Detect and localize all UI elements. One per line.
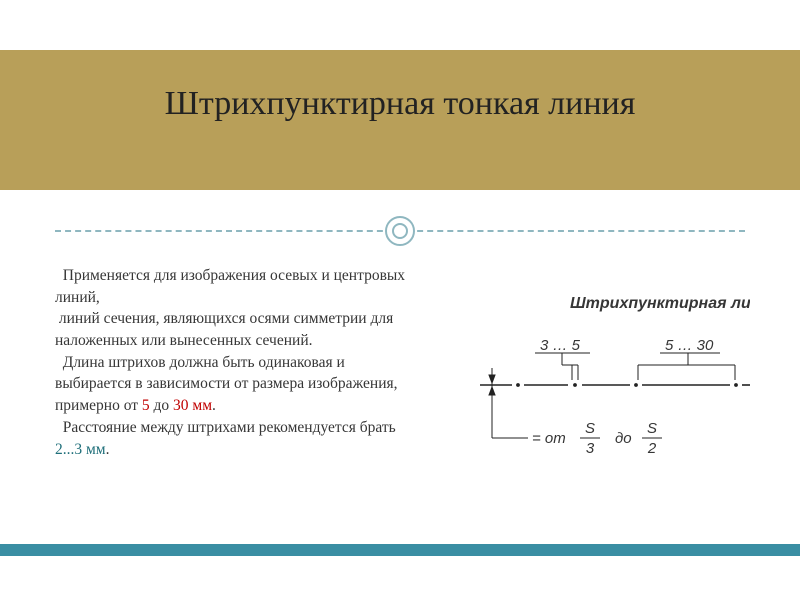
paragraph-4: Расстояние между штрихами рекомендуется … — [55, 417, 425, 460]
p3a-text: Длина штрихов должна быть одинаковая и в… — [55, 354, 398, 414]
p3-val2: 30 мм — [173, 397, 212, 414]
dim-label-2: 5 … 30 — [665, 337, 714, 354]
slide: Штрихпунктирная тонкая линия Применяется… — [0, 0, 800, 600]
formula-prefix: = от — [532, 430, 566, 447]
p4b-text: . — [106, 441, 110, 458]
paragraph-2: линий сечения, являющихся осями симметри… — [55, 308, 425, 351]
paragraph-3: Длина штрихов должна быть одинаковая и в… — [55, 352, 425, 417]
body-text: Применяется для изображения осевых и цен… — [55, 265, 425, 460]
diagram: Штрихпунктирная линия 3 … 5 5 … 30 — [470, 290, 750, 470]
fraction-denom-1: 3 — [586, 440, 595, 457]
dim-label-1: 3 … 5 — [540, 337, 581, 354]
fraction-s-top-2: S — [647, 420, 657, 437]
diagram-caption: Штрихпунктирная линия — [570, 295, 750, 312]
p3c-text: . — [212, 397, 216, 414]
p1-text: Применяется для изображения осевых и цен… — [55, 267, 405, 306]
p3-val1: 5 — [142, 397, 150, 414]
fraction-s-top-1: S — [585, 420, 595, 437]
formula-mid: до — [615, 430, 632, 447]
bottom-band — [0, 544, 800, 556]
divider-circle-inner — [392, 223, 408, 239]
dashdot-line — [480, 384, 750, 386]
p2-text: линий сечения, являющихся осями симметри… — [55, 310, 393, 349]
p4-val: 2...3 мм — [55, 441, 106, 458]
fraction-denom-2: 2 — [647, 440, 657, 457]
page-title: Штрихпунктирная тонкая линия — [0, 85, 800, 123]
p3b-text: до — [150, 397, 173, 414]
p4a-text: Расстояние между штрихами рекомендуется … — [63, 419, 396, 436]
paragraph-1: Применяется для изображения осевых и цен… — [55, 265, 425, 308]
